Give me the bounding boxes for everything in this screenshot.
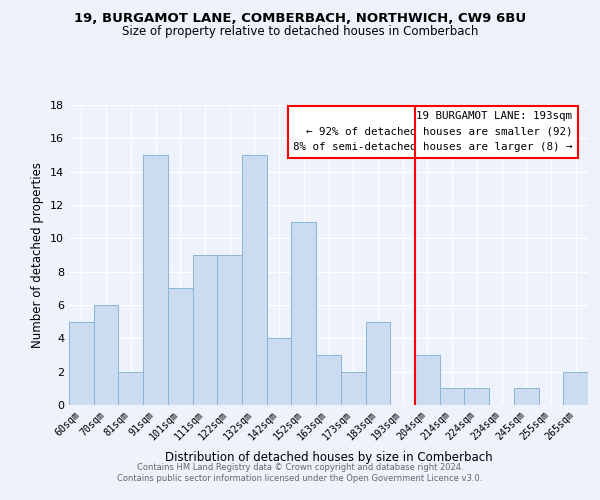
Text: 19 BURGAMOT LANE: 193sqm
← 92% of detached houses are smaller (92)
8% of semi-de: 19 BURGAMOT LANE: 193sqm ← 92% of detach… xyxy=(293,111,572,152)
Text: 19, BURGAMOT LANE, COMBERBACH, NORTHWICH, CW9 6BU: 19, BURGAMOT LANE, COMBERBACH, NORTHWICH… xyxy=(74,12,526,26)
Bar xyxy=(316,355,341,405)
Text: Contains HM Land Registry data © Crown copyright and database right 2024.: Contains HM Land Registry data © Crown c… xyxy=(137,462,463,471)
Y-axis label: Number of detached properties: Number of detached properties xyxy=(31,162,44,348)
Bar xyxy=(193,255,217,405)
Bar xyxy=(365,322,390,405)
Bar xyxy=(94,305,118,405)
Bar xyxy=(292,222,316,405)
Bar xyxy=(464,388,489,405)
Text: Contains public sector information licensed under the Open Government Licence v3: Contains public sector information licen… xyxy=(118,474,482,483)
Bar xyxy=(69,322,94,405)
Text: Size of property relative to detached houses in Comberbach: Size of property relative to detached ho… xyxy=(122,25,478,38)
X-axis label: Distribution of detached houses by size in Comberbach: Distribution of detached houses by size … xyxy=(164,450,493,464)
Bar xyxy=(118,372,143,405)
Bar xyxy=(440,388,464,405)
Bar xyxy=(143,155,168,405)
Bar xyxy=(217,255,242,405)
Bar xyxy=(267,338,292,405)
Bar xyxy=(514,388,539,405)
Bar xyxy=(168,288,193,405)
Bar xyxy=(415,355,440,405)
Bar xyxy=(341,372,365,405)
Bar xyxy=(242,155,267,405)
Bar xyxy=(563,372,588,405)
